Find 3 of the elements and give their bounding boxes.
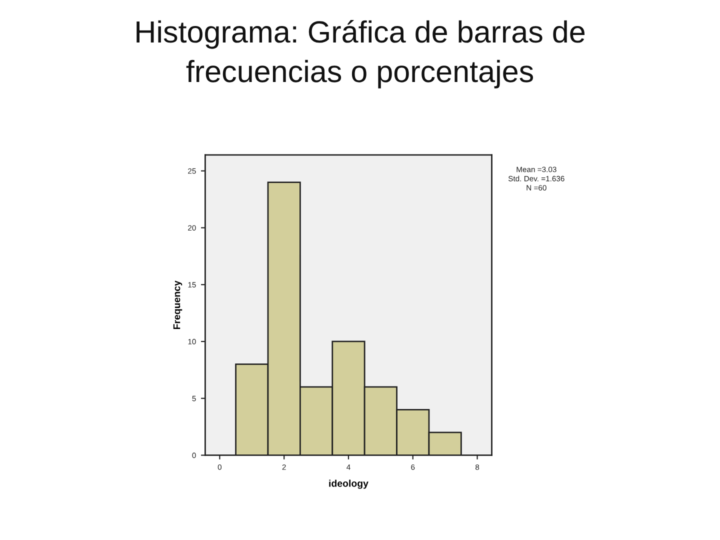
y-axis-title: Frequency (173, 280, 182, 330)
chart-title: Histograma: Gráfica de barras de frecuencias o porcentajes (136, 20, 585, 88)
x-axis-title: ideology (329, 480, 368, 489)
